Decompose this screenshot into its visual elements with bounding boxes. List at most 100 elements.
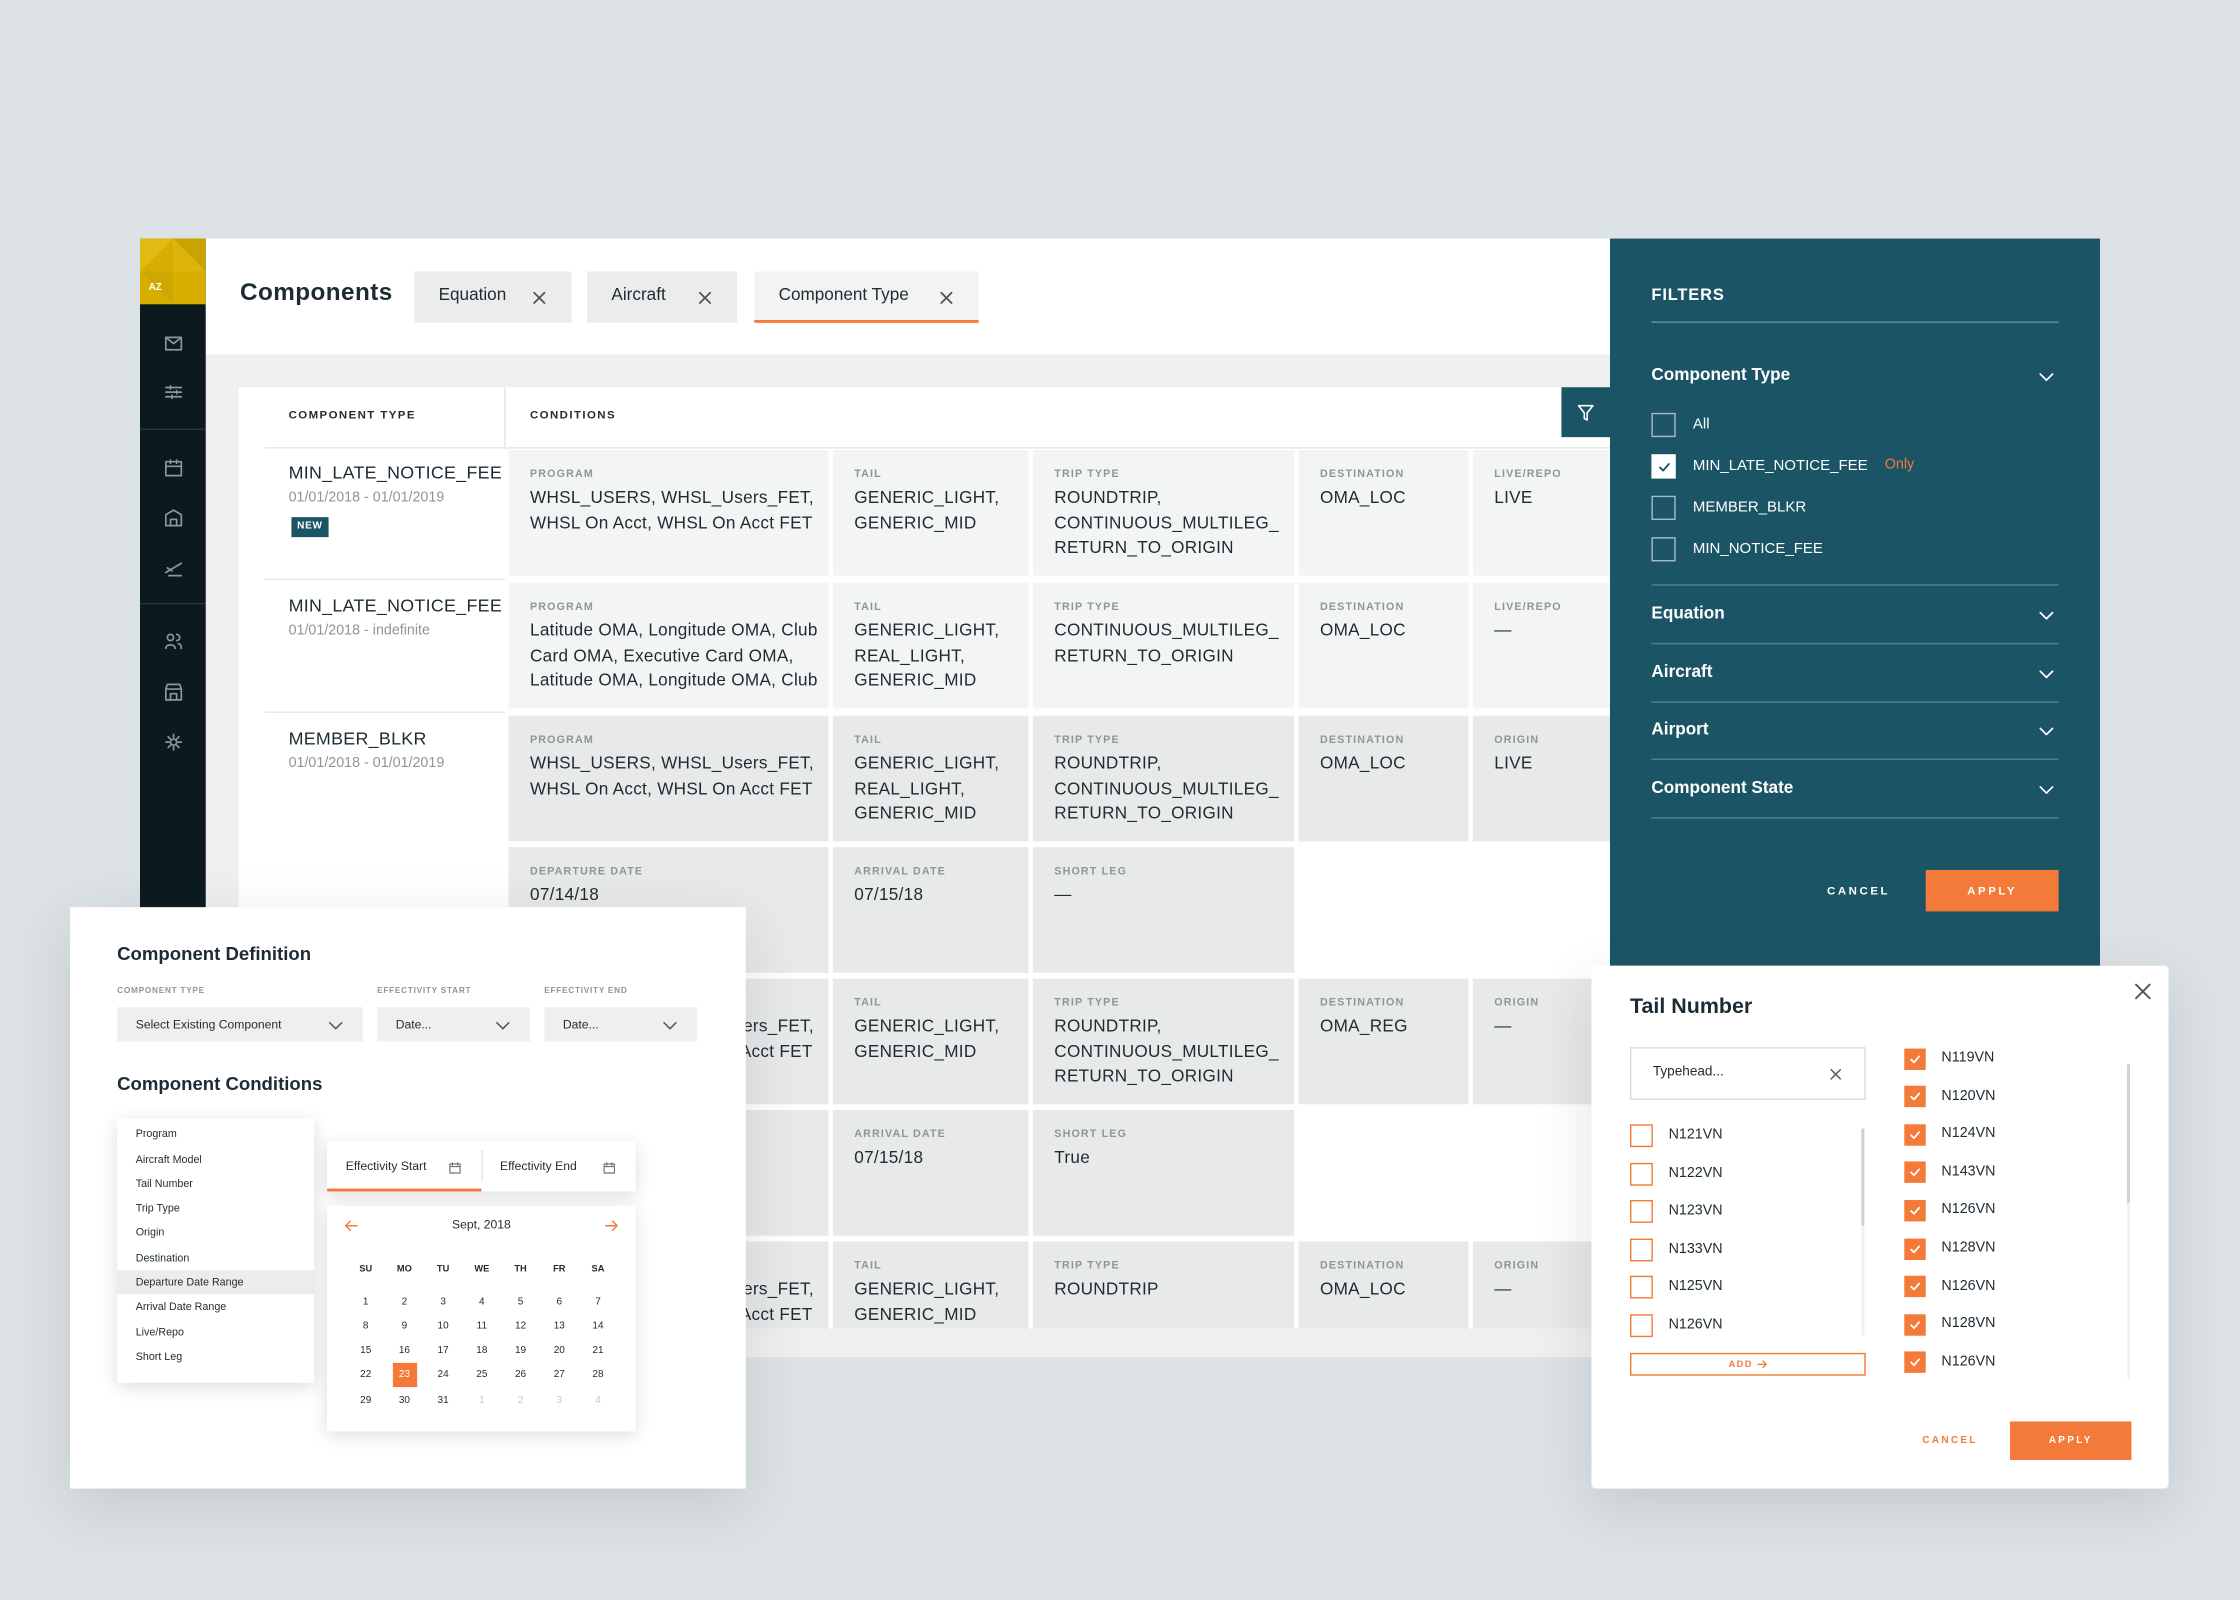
calendar-day[interactable]: 13 (553, 1321, 565, 1332)
calendar-day[interactable]: 20 (553, 1345, 565, 1356)
prev-month[interactable] (344, 1220, 358, 1232)
checkbox[interactable] (1651, 495, 1676, 520)
add-button[interactable]: ADD (1629, 1352, 1866, 1376)
calendar-day[interactable]: 30 (398, 1395, 410, 1406)
apply-button[interactable] (2009, 1421, 2132, 1460)
calendar-day[interactable]: 2 (401, 1296, 408, 1307)
calendar-day[interactable]: 1 (362, 1296, 369, 1307)
menu-item[interactable]: Origin (135, 1226, 165, 1240)
cancel-button[interactable]: CANCEL (1922, 1434, 1978, 1445)
only-link[interactable]: Only (1884, 457, 1915, 473)
field-input[interactable] (544, 1007, 698, 1042)
calendar-day[interactable]: 27 (553, 1370, 565, 1381)
checkbox-checked[interactable] (1904, 1047, 1926, 1070)
filter-tab-remove[interactable] (698, 291, 711, 304)
checkbox[interactable] (1629, 1314, 1653, 1338)
weekday: SA (591, 1263, 605, 1274)
calendar-day-next[interactable]: 4 (595, 1395, 601, 1406)
calendar-day[interactable]: 8 (362, 1321, 369, 1332)
menu-item[interactable]: Arrival Date Range (135, 1300, 227, 1314)
calendar-day[interactable]: 24 (437, 1370, 449, 1381)
calendar-day[interactable]: 31 (437, 1395, 449, 1406)
date-tab[interactable]: Effectivity End (499, 1158, 577, 1173)
calendar-day[interactable]: 4 (479, 1296, 485, 1307)
checkbox[interactable] (1629, 1162, 1653, 1186)
sidebar-icon[interactable] (164, 732, 183, 751)
menu-item[interactable]: Trip Type (135, 1201, 180, 1215)
calendar-day[interactable]: 28 (592, 1370, 604, 1381)
menu-item[interactable]: Program (135, 1127, 177, 1141)
sidebar-icon[interactable] (164, 682, 183, 701)
calendar-day-next[interactable]: 2 (517, 1395, 524, 1406)
condition-cell (1032, 847, 1295, 973)
apply-button[interactable] (1925, 869, 2059, 912)
clear-input[interactable] (1830, 1068, 1842, 1080)
checkbox-checked[interactable] (1904, 1123, 1926, 1146)
checkbox[interactable] (1651, 537, 1676, 562)
filter-tab[interactable] (414, 271, 572, 323)
menu-item[interactable]: Departure Date Range (135, 1275, 244, 1289)
checkbox[interactable] (1629, 1124, 1653, 1148)
sidebar-icon[interactable] (164, 382, 183, 401)
calendar-day[interactable]: 23 (398, 1370, 410, 1381)
calendar-day[interactable]: 25 (476, 1370, 488, 1381)
menu-item[interactable]: Short Leg (135, 1349, 183, 1363)
date-tab[interactable]: Effectivity Start (345, 1158, 427, 1173)
calendar-day[interactable]: 17 (437, 1345, 449, 1356)
calendar-day[interactable]: 14 (592, 1321, 604, 1332)
calendar-day[interactable]: 6 (556, 1296, 563, 1307)
calendar-day[interactable]: 26 (514, 1370, 527, 1381)
sidebar-icon[interactable] (164, 334, 183, 353)
menu-item[interactable]: Live/Repo (135, 1325, 184, 1339)
cancel-button[interactable]: CANCEL (1827, 884, 1891, 898)
checkbox-checked[interactable] (1904, 1161, 1926, 1184)
checkbox-checked[interactable] (1904, 1313, 1926, 1336)
calendar-day[interactable]: 12 (514, 1321, 527, 1332)
component-type[interactable]: MIN_LATE_NOTICE_FEE (288, 595, 503, 616)
calendar-day[interactable]: 22 (360, 1370, 372, 1381)
filter-tab[interactable] (587, 271, 738, 323)
checkbox-checked[interactable] (1904, 1237, 1926, 1260)
calendar-day[interactable]: 10 (437, 1321, 449, 1332)
calendar-day-next[interactable]: 1 (479, 1395, 485, 1406)
checkbox-checked[interactable] (1904, 1199, 1926, 1222)
calendar-day[interactable]: 11 (476, 1321, 488, 1332)
field-input[interactable] (377, 1007, 530, 1042)
calendar-day[interactable]: 16 (398, 1345, 410, 1356)
calendar-day[interactable]: 5 (517, 1296, 524, 1307)
table-filter-button[interactable] (1561, 387, 1610, 438)
component-type[interactable]: MEMBER_BLKR (288, 728, 427, 749)
menu-item[interactable]: Tail Number (135, 1176, 193, 1190)
calendar-day[interactable]: 3 (440, 1296, 446, 1307)
close-button[interactable] (2134, 983, 2151, 1000)
calendar-day[interactable]: 21 (592, 1345, 604, 1356)
field-input[interactable] (117, 1007, 363, 1042)
calendar-day[interactable]: 18 (476, 1345, 488, 1356)
sidebar-icon[interactable] (164, 508, 183, 527)
checkbox[interactable] (1629, 1276, 1653, 1300)
filter-tab-remove[interactable] (939, 291, 952, 304)
filter-tab[interactable] (754, 271, 979, 323)
checkbox-checked[interactable] (1904, 1351, 1926, 1374)
checkbox[interactable] (1651, 412, 1676, 438)
checkbox-checked[interactable] (1904, 1085, 1926, 1108)
calendar-day[interactable]: 19 (514, 1345, 527, 1356)
menu-item[interactable]: Destination (135, 1251, 190, 1264)
calendar-day[interactable]: 9 (401, 1321, 408, 1332)
next-month[interactable] (604, 1220, 618, 1232)
checkbox-checked[interactable] (1904, 1275, 1926, 1298)
checkbox[interactable] (1629, 1200, 1653, 1224)
calendar-day[interactable]: 29 (360, 1395, 372, 1406)
sidebar-icon[interactable] (164, 458, 183, 477)
checkbox[interactable] (1629, 1238, 1653, 1262)
typeahead-input[interactable] (1629, 1047, 1866, 1100)
menu-item[interactable]: Aircraft Model (135, 1152, 202, 1166)
sidebar-icon[interactable] (164, 632, 183, 651)
calendar-day-next[interactable]: 3 (556, 1395, 563, 1406)
sidebar-icon[interactable] (164, 558, 183, 577)
component-type[interactable]: MIN_LATE_NOTICE_FEE (288, 462, 503, 483)
calendar-day[interactable]: 7 (595, 1296, 601, 1307)
calendar-day[interactable]: 15 (360, 1345, 372, 1356)
filter-tab-remove[interactable] (532, 291, 545, 304)
checkbox[interactable] (1651, 454, 1676, 479)
